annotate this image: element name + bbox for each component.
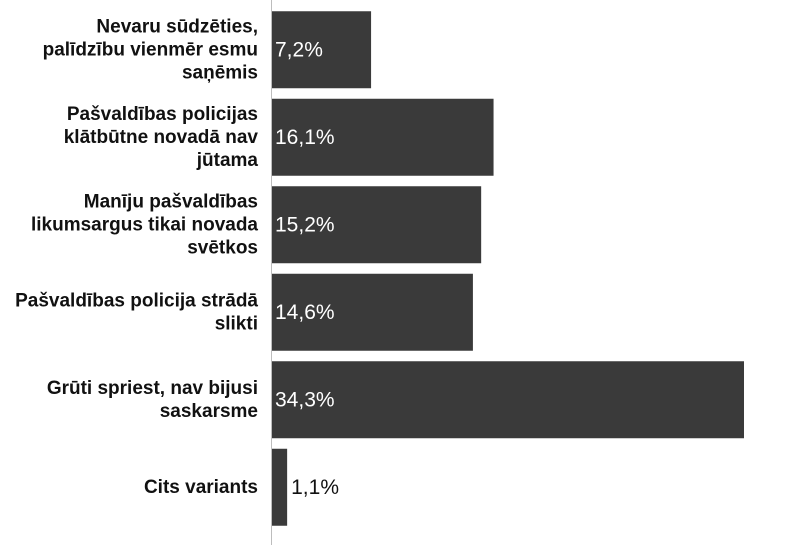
bar-value-label: 1,1% xyxy=(291,476,339,499)
bar xyxy=(272,11,372,89)
bar xyxy=(272,448,288,526)
category-label-line: Pašvaldības policijas xyxy=(67,104,258,125)
bar-value-label: 14,6% xyxy=(275,301,335,324)
bar-value-label: 7,2% xyxy=(275,38,323,61)
category-label: Pašvaldības policijas klātbūtne novadā na… xyxy=(64,104,259,171)
category-label: Pašvaldības policija strādā slikti xyxy=(15,290,258,334)
category-label-line: likumsargus tikai novada xyxy=(31,214,258,235)
bar-group: 15,2% Manīju pašvaldības likumsargus tikai… xyxy=(31,186,482,264)
category-label-line: Grūti spriest, nav bijusi xyxy=(47,378,258,399)
category-label: Nevaru sūdzēties, palīdzību vienmēr esmu s… xyxy=(43,16,258,83)
category-label-line: saskarsme xyxy=(160,401,258,422)
bar-value-label: 34,3% xyxy=(275,388,335,411)
category-label-line: jūtama xyxy=(196,150,259,171)
category-label: Cits variants xyxy=(144,477,258,498)
category-label-line: Pašvaldības policija strādā xyxy=(15,290,258,311)
category-label-line: Nevaru sūdzēties, xyxy=(96,16,258,37)
category-label-line: palīdzību vienmēr esmu xyxy=(43,39,258,60)
category-label-line: saņēmis xyxy=(182,62,258,83)
bar xyxy=(272,273,473,351)
category-label-line: Cits variants xyxy=(144,477,258,498)
category-label-line: Manīju pašvaldības xyxy=(84,191,258,212)
category-label-line: klātbūtne novadā nav xyxy=(64,127,259,148)
bar-group: 16,1% Pašvaldības policijas klātbūtne nova… xyxy=(64,98,494,176)
bar-group: 34,3% Grūti spriest, nav bijusi saskarsme xyxy=(47,361,744,439)
bar xyxy=(272,98,494,176)
bar xyxy=(272,186,482,264)
bar-group: 1,1% Cits variants xyxy=(144,448,339,526)
category-label: Manīju pašvaldības likumsargus tikai nova… xyxy=(31,191,258,258)
bar-value-label: 15,2% xyxy=(275,213,335,236)
bar xyxy=(272,361,744,439)
category-label-line: svētkos xyxy=(187,237,258,258)
bar-group: 14,6% Pašvaldības policija strādā slikti xyxy=(15,273,473,351)
category-label: Grūti spriest, nav bijusi saskarsme xyxy=(47,378,258,422)
category-label-line: slikti xyxy=(215,313,258,334)
bar-value-label: 16,1% xyxy=(275,126,335,149)
bar-group: 7,2% Nevaru sūdzēties, palīdzību vienmēr e… xyxy=(43,11,372,89)
